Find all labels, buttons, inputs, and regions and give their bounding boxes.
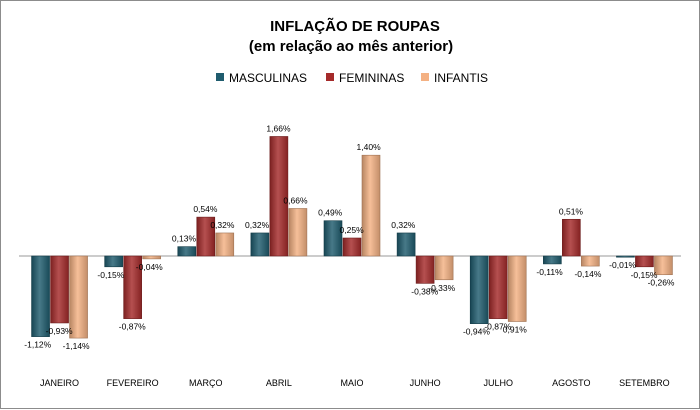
data-label-infantis-6: 0,91%: [503, 325, 528, 335]
bar-infantis-2: [215, 232, 235, 257]
category-label-0: JANEIRO: [40, 378, 79, 388]
chart-subtitle: (em relação ao mês anterior): [249, 38, 453, 55]
data-label-masculinas-0: -1,12%: [24, 340, 51, 350]
bar-infantis-8: [654, 255, 673, 276]
bars-group: [31, 136, 673, 339]
data-label-femininas-2: 0,54%: [193, 204, 218, 214]
data-label-masculinas-8: -0,01%: [609, 260, 636, 270]
data-label-femininas-8: -0,15%: [631, 270, 658, 280]
data-label-femininas-4: 0,25%: [340, 225, 365, 235]
bar-infantis-3: [288, 208, 308, 257]
data-label-femininas-1: -0,87%: [119, 322, 146, 332]
bar-infantis-0: [69, 255, 88, 339]
bar-masculinas-4: [323, 220, 343, 257]
bar-masculinas-0: [31, 255, 50, 337]
data-label-infantis-4: 1,40%: [357, 142, 382, 152]
legend-label-infantis: INFANTIS: [434, 71, 488, 85]
category-label-4: MAIO: [340, 378, 363, 388]
data-label-infantis-5: -0,33%: [428, 283, 455, 293]
data-labels-group: -1,12% -0,93% -1,14% -0,15% -0,87% -0,04% 0,13…: [24, 123, 675, 351]
bar-masculinas-5: [396, 232, 416, 257]
data-label-masculinas-7: -0,11%: [536, 267, 563, 277]
legend-label-femininas: FEMININAS: [339, 71, 404, 85]
data-label-infantis-8: -0,26%: [648, 278, 675, 288]
bar-infantis-4: [361, 154, 381, 257]
legend-swatch-femininas: [326, 73, 334, 81]
legend-swatch-masculinas: [216, 73, 224, 81]
bar-masculinas-6: [469, 255, 489, 324]
bar-femininas-7: [562, 218, 581, 257]
category-labels-group: JANEIRO FEVEREIRO MARÇO ABRIL MAIO JUNHO JULHO…: [40, 378, 670, 388]
category-label-6: JULHO: [483, 378, 513, 388]
category-label-8: SETEMBRO: [619, 378, 670, 388]
category-label-1: FEVEREIRO: [107, 378, 159, 388]
data-label-masculinas-5: 0,32%: [391, 220, 416, 230]
bar-femininas-2: [196, 216, 216, 257]
bar-masculinas-1: [104, 255, 123, 268]
data-label-masculinas-2: 0,13%: [172, 234, 197, 244]
bar-infantis-1: [142, 255, 161, 260]
data-label-femininas-0: -0,93%: [46, 326, 73, 336]
category-label-2: MARÇO: [189, 378, 223, 388]
category-label-3: ABRIL: [266, 378, 292, 388]
data-label-femininas-5: -0,38%: [411, 286, 438, 296]
bar-femininas-5: [415, 255, 435, 284]
bar-masculinas-2: [177, 246, 197, 257]
legend-label-masculinas: MASCULINAS: [229, 71, 307, 85]
data-label-masculinas-3: 0,32%: [245, 220, 270, 230]
bar-femininas-4: [342, 237, 362, 257]
data-label-infantis-1: -0,04%: [136, 262, 163, 272]
data-label-infantis-0: -1,14%: [63, 341, 90, 351]
data-label-infantis-7: -0,14%: [574, 269, 601, 279]
bar-femininas-8: [635, 255, 654, 268]
bar-infantis-6: [507, 255, 527, 322]
bar-infantis-7: [581, 255, 600, 267]
category-label-7: AGOSTO: [552, 378, 590, 388]
legend: MASCULINAS FEMININAS INFANTIS: [216, 71, 488, 85]
bar-femininas-3: [269, 136, 289, 257]
chart-title: INFLAÇÃO DE ROUPAS: [270, 17, 440, 35]
category-label-5: JUNHO: [410, 378, 441, 388]
data-label-femininas-3: 1,66%: [266, 123, 291, 133]
data-label-femininas-7: 0,51%: [559, 206, 584, 216]
data-label-infantis-3: 0,66%: [283, 195, 308, 205]
bar-masculinas-3: [250, 232, 270, 257]
bar-infantis-5: [434, 255, 454, 281]
legend-swatch-infantis: [421, 73, 429, 81]
bar-femininas-0: [50, 255, 69, 324]
data-label-masculinas-1: -0,15%: [97, 270, 124, 280]
bar-masculinas-8: [616, 255, 635, 258]
bar-masculinas-7: [543, 255, 562, 265]
data-label-masculinas-4: 0,49%: [318, 208, 343, 218]
data-label-femininas-6: -0,87%: [484, 322, 511, 332]
data-label-masculinas-6: -0,94%: [463, 327, 490, 337]
bar-femininas-6: [488, 255, 508, 319]
data-label-infantis-2: 0,32%: [210, 220, 235, 230]
bar-femininas-1: [123, 255, 142, 319]
